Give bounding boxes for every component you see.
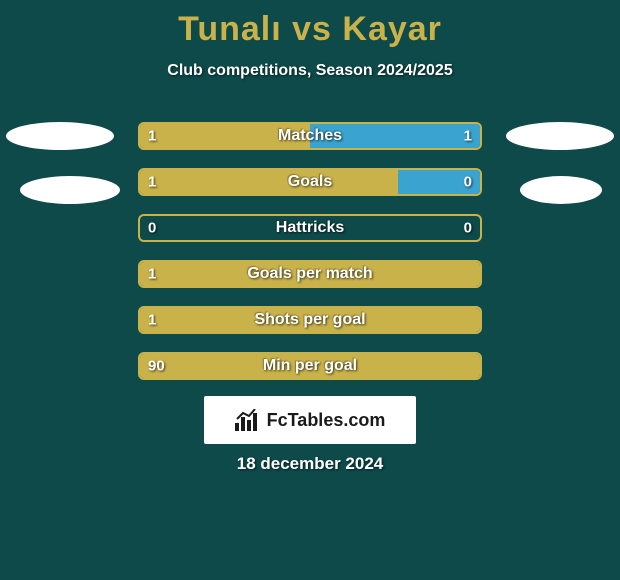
stat-label: Shots per goal xyxy=(254,311,365,329)
comparison-infographic: Tunalı vs Kayar Club competitions, Seaso… xyxy=(0,0,620,580)
logo-text: FcTables.com xyxy=(267,410,386,431)
stat-value-left: 1 xyxy=(148,266,156,283)
page-title: Tunalı vs Kayar xyxy=(0,10,620,49)
stat-label: Matches xyxy=(278,127,342,145)
stat-row: Matches 1 1 xyxy=(138,122,482,150)
date-text: 18 december 2024 xyxy=(0,454,620,474)
subtitle: Club competitions, Season 2024/2025 xyxy=(0,62,620,80)
stat-value-left: 1 xyxy=(148,128,156,145)
stat-label: Min per goal xyxy=(263,357,357,375)
stat-row: Shots per goal 1 xyxy=(138,306,482,334)
stats-bars: Matches 1 1 Goals 1 0 Hattricks 0 0 Goals per mat… xyxy=(138,122,482,398)
logo-box: FcTables.com xyxy=(204,396,416,444)
stat-label: Goals xyxy=(288,173,332,191)
ellipse-0 xyxy=(6,122,114,150)
stat-value-right: 0 xyxy=(464,220,472,237)
stat-value-left: 90 xyxy=(148,358,165,375)
stat-row: Hattricks 0 0 xyxy=(138,214,482,242)
stat-value-right: 0 xyxy=(464,174,472,191)
stat-row: Goals 1 0 xyxy=(138,168,482,196)
chart-icon xyxy=(235,409,261,431)
stat-value-right: 1 xyxy=(464,128,472,145)
stat-value-left: 1 xyxy=(148,312,156,329)
stat-label: Hattricks xyxy=(276,219,344,237)
ellipse-3 xyxy=(520,176,602,204)
stat-value-left: 0 xyxy=(148,220,156,237)
ellipse-2 xyxy=(506,122,614,150)
stat-row: Min per goal 90 xyxy=(138,352,482,380)
stat-row: Goals per match 1 xyxy=(138,260,482,288)
stat-label: Goals per match xyxy=(247,265,372,283)
bar-fill-left xyxy=(140,170,398,194)
stat-value-left: 1 xyxy=(148,174,156,191)
ellipse-1 xyxy=(20,176,120,204)
